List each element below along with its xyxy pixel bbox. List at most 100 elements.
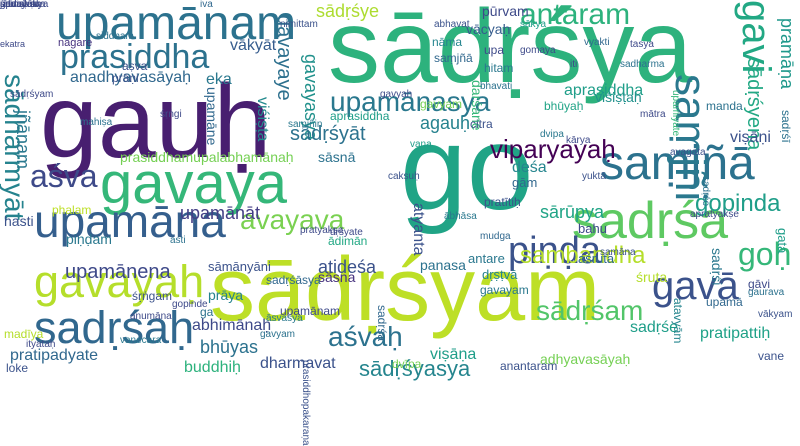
cloud-word: upamāna — [34, 195, 226, 247]
cloud-word: ādimān — [328, 234, 368, 248]
cloud-word: upacāraḥ — [0, 0, 42, 10]
cloud-word: sadṛśāsya — [266, 273, 321, 287]
cloud-word: nimittam — [280, 19, 318, 30]
cloud-word: sāsnā — [318, 149, 356, 165]
cloud-word: atavyām — [671, 298, 685, 344]
cloud-word: upamiyate — [670, 90, 681, 137]
cloud-word: kārya — [566, 135, 591, 146]
cloud-word: upamānasya — [330, 86, 491, 117]
cloud-word: upamānena — [65, 261, 171, 283]
cloud-word: gopinda — [695, 190, 781, 217]
cloud-word: samakṣa — [0, 0, 41, 10]
cloud-word: cakṣuḥ — [388, 171, 420, 182]
cloud-word: vanecara — [120, 335, 162, 346]
cloud-word: sadṛśa — [375, 305, 389, 342]
cloud-word: iti — [570, 59, 578, 70]
cloud-word: prasiddha — [60, 38, 210, 76]
cloud-word: panasa — [420, 257, 466, 273]
cloud-word: atyanta — [410, 203, 427, 256]
cloud-word: dvīpa — [392, 357, 422, 371]
cloud-word: sadṛśī — [779, 110, 793, 143]
cloud-word: piṇḍa — [508, 230, 601, 272]
cloud-word: śṛṅgam — [132, 289, 173, 303]
cloud-word: phalam — [52, 203, 92, 217]
cloud-word: gavayatva — [0, 0, 46, 10]
cloud-word: mātra — [640, 109, 666, 120]
cloud-word: pratipattiḥ — [700, 325, 771, 342]
cloud-word: agauḥ — [420, 113, 471, 133]
cloud-word: jñānam — [13, 110, 33, 170]
cloud-word: śrutavākya — [0, 0, 49, 10]
cloud-word: gopinde — [172, 299, 208, 310]
cloud-word: ga — [200, 305, 214, 319]
cloud-word: anantaram — [500, 359, 558, 373]
cloud-word: hitam — [484, 61, 514, 75]
cloud-word: gavayaḥ — [34, 256, 205, 307]
cloud-word: uddiṣṭa — [0, 0, 33, 10]
cloud-word: vane — [758, 349, 785, 363]
cloud-word: upamānam — [280, 304, 341, 318]
cloud-word: gata — [775, 228, 790, 254]
cloud-word: sārūpya — [540, 202, 605, 222]
cloud-word: piṇḍam — [66, 231, 112, 247]
cloud-word: viśiṣṭa — [254, 97, 271, 142]
cloud-word: avayava — [240, 204, 345, 235]
cloud-word: dṛṣṭvā — [482, 267, 518, 282]
cloud-word: gavā — [652, 264, 739, 308]
cloud-word: apratyakṣe — [690, 209, 739, 220]
cloud-word: gavyaḥ — [380, 89, 413, 100]
cloud-word: śṛṅgi — [160, 109, 182, 120]
cloud-word: sādṛśyam — [10, 89, 54, 100]
cloud-word: buddhiḥ — [184, 359, 241, 376]
cloud-word: ekatra — [0, 39, 26, 49]
cloud-word: atideśa — [318, 257, 377, 277]
cloud-word: viśiṣṭaḥ — [595, 89, 642, 105]
cloud-word: asti — [170, 235, 186, 246]
cloud-word: siddham — [96, 31, 134, 42]
cloud-word: sadṛśi — [709, 248, 725, 286]
cloud-word: gavaya — [100, 151, 288, 216]
cloud-word: pratītiḥ — [484, 195, 521, 209]
cloud-word: aśruta — [578, 251, 615, 266]
cloud-word: sādṛśya — [328, 0, 693, 105]
cloud-word: viṣāṇi — [730, 129, 771, 146]
cloud-word: ityataḥ — [26, 339, 56, 350]
cloud-word: jāti — [0, 0, 13, 10]
cloud-word: pratyakṣa — [300, 225, 344, 236]
cloud-word: sādṛśyāt — [290, 123, 366, 145]
cloud-word: saṃjñin — [288, 119, 323, 130]
cloud-word: sadṛśa — [572, 192, 729, 250]
cloud-word: upa — [484, 43, 505, 57]
cloud-word: vākyam — [758, 309, 793, 320]
cloud-word: abhavat — [434, 19, 470, 30]
cloud-word: gām — [512, 175, 538, 190]
cloud-word: dharmavat — [260, 355, 336, 372]
cloud-word: iva — [200, 0, 213, 10]
cloud-word: adhyavasāyaḥ — [540, 351, 631, 367]
cloud-word: saṃjñā — [600, 137, 755, 190]
cloud-word: vana — [410, 139, 432, 150]
cloud-word: eka — [206, 71, 232, 88]
cloud-word: sadṛśaḥ — [34, 302, 195, 353]
cloud-word: sādṛśyasya — [359, 356, 471, 381]
cloud-word: aṣva — [122, 59, 148, 73]
cloud-word: antare — [468, 251, 505, 266]
cloud-word: viparyayaḥ — [490, 134, 616, 164]
cloud-word: madīya — [4, 327, 44, 341]
cloud-word: upamānāt — [180, 203, 261, 223]
cloud-word: sākya — [520, 19, 547, 30]
cloud-word: gavyam — [260, 329, 296, 340]
cloud-word: pramāṇa — [777, 18, 797, 90]
cloud-word: aśva — [30, 158, 98, 194]
cloud-word: aprasiddha — [330, 109, 390, 123]
cloud-word: upamāne — [204, 87, 220, 146]
cloud-word: sambandha — [520, 242, 646, 269]
cloud-word: antaram — [520, 0, 631, 31]
cloud-word: viṣāṇa — [430, 346, 477, 363]
cloud-word: manda — [706, 99, 743, 113]
cloud-word: sādṛśam — [536, 295, 644, 326]
cloud-word: mahiṣa — [80, 117, 113, 128]
cloud-word: gavyam — [420, 97, 463, 111]
cloud-word: prasiddhamupalabhamānaḥ — [120, 149, 294, 165]
cloud-word: dvipa — [540, 129, 564, 140]
